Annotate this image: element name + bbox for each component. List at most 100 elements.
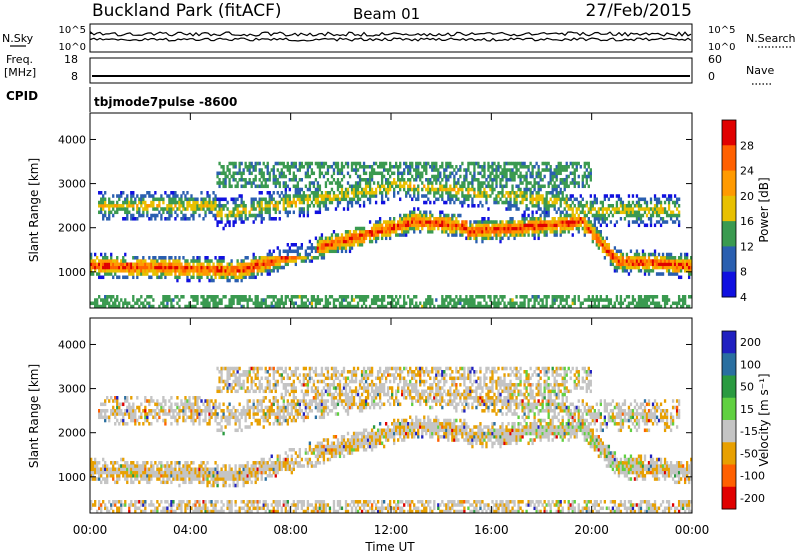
range-cell [152, 197, 155, 202]
range-cell [280, 265, 283, 270]
range-cell [370, 168, 374, 172]
range-cell [282, 207, 285, 211]
range-cell [174, 272, 177, 276]
range-cell [174, 474, 177, 478]
range-cell [178, 197, 181, 202]
range-cell [569, 197, 572, 202]
range-cell [120, 509, 123, 514]
range-cell [308, 259, 312, 263]
range-cell [154, 409, 157, 413]
range-cell [310, 200, 314, 205]
range-cell [316, 210, 320, 215]
range-cell [104, 467, 107, 472]
range-cell [419, 161, 422, 166]
range-cell [326, 236, 330, 241]
range-cell [471, 187, 474, 192]
range-cell [501, 191, 504, 195]
range-cell [320, 249, 324, 254]
range-cell [338, 171, 342, 176]
range-cell [531, 204, 534, 208]
range-cell [146, 470, 149, 475]
range-cell [98, 461, 101, 465]
range-cell [142, 207, 145, 211]
range-cell [138, 405, 141, 410]
range-cell [473, 191, 476, 195]
range-cell [208, 295, 211, 299]
range-cell [525, 181, 528, 185]
range-cell [164, 298, 167, 302]
range-cell [445, 295, 448, 299]
range-cell [543, 223, 546, 228]
range-cell [559, 187, 562, 192]
range-cell [643, 272, 647, 276]
range-cell [294, 301, 297, 306]
range-cell [138, 467, 141, 472]
range-cell [222, 197, 225, 202]
range-cell [639, 197, 643, 202]
range-cell [487, 220, 490, 224]
range-cell [621, 204, 625, 208]
range-cell [615, 262, 619, 267]
range-cell [314, 249, 318, 254]
range-cell [515, 161, 518, 166]
range-cell [256, 295, 259, 299]
range-cell [252, 181, 255, 185]
range-cell [98, 500, 101, 504]
nsky-label: N.Sky [2, 32, 34, 45]
range-cell [521, 191, 524, 195]
range-cell [224, 197, 227, 202]
range-cell [639, 213, 643, 218]
range-cell [124, 259, 127, 263]
range-cell [152, 415, 155, 420]
range-cell [467, 301, 470, 306]
range-cell [152, 409, 155, 413]
range-cell [521, 217, 524, 221]
range-cell [511, 233, 514, 237]
range-cell [310, 256, 314, 260]
range-cell [142, 500, 145, 504]
range-cell [164, 500, 167, 504]
range-cell [551, 178, 554, 182]
range-cell [222, 275, 225, 280]
range-cell [563, 220, 566, 224]
range-cell [168, 269, 171, 273]
range-cell [316, 191, 320, 195]
range-cell [126, 399, 129, 403]
range-cell [256, 262, 259, 267]
range-cell [479, 301, 482, 306]
range-cell [110, 204, 113, 208]
range-cell [276, 259, 279, 263]
range-cell [330, 165, 334, 169]
range-cell [431, 161, 434, 166]
range-cell [419, 213, 422, 218]
range-cell [419, 230, 422, 234]
range-cell [493, 197, 496, 202]
range-cell [154, 256, 157, 260]
range-cell [346, 165, 350, 169]
range-cell [106, 396, 109, 400]
range-cell [437, 226, 440, 231]
range-cell [220, 272, 223, 276]
range-cell [453, 194, 456, 198]
range-cell [218, 161, 221, 166]
range-cell [607, 304, 611, 309]
range-cell [346, 207, 350, 211]
range-cell [415, 213, 418, 218]
range-cell [559, 200, 562, 205]
range-cell [513, 223, 516, 228]
range-cell [501, 226, 504, 231]
range-cell [340, 165, 344, 169]
range-cell [214, 213, 217, 218]
range-cell [637, 256, 641, 260]
range-cell [388, 223, 392, 228]
range-cell [631, 200, 635, 205]
range-cell [467, 233, 470, 237]
range-cell [376, 226, 380, 231]
range-cell [150, 474, 153, 478]
range-cell [138, 197, 141, 202]
range-cell [617, 249, 621, 254]
range-cell [354, 165, 358, 169]
range-cell [541, 210, 544, 215]
range-cell [218, 184, 221, 189]
range-cell [643, 295, 647, 299]
